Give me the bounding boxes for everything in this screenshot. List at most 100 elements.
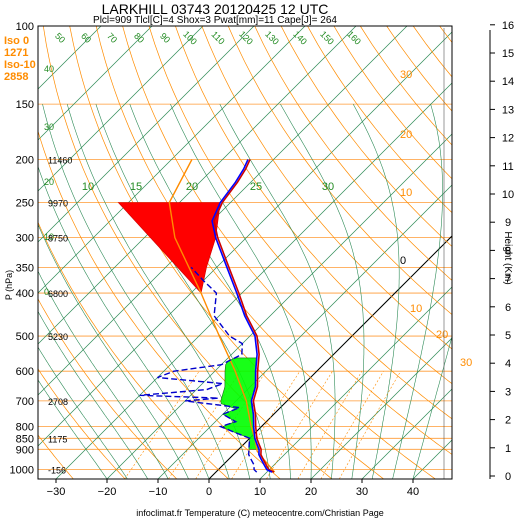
isotherm-top-label: 150	[318, 29, 336, 47]
dry-adiabat-line	[254, 26, 452, 281]
temperature-tick-label: 20	[305, 486, 317, 498]
isotherm-top-label: 80	[132, 31, 146, 45]
pressure-tick-label: 500	[16, 331, 34, 343]
isotherm-top-label: 90	[158, 31, 172, 45]
iso-level-label: 2858	[4, 71, 28, 83]
iso-level-label: 1271	[4, 47, 28, 59]
dry-adiabat-line	[148, 26, 452, 420]
isotherm-top-label: 70	[105, 31, 119, 45]
dry-adiabat-label: 0	[44, 287, 49, 297]
moist-adiabat-line	[66, 104, 251, 479]
moist-adiabat-line	[170, 103, 312, 479]
mixing-ratio-label: 25	[250, 181, 262, 193]
dry-adiabat-label: 30	[44, 122, 54, 132]
moist-adiabat-line	[38, 223, 189, 479]
dry-adiabat-line	[333, 26, 452, 180]
dry-adiabat-label: 10	[44, 232, 54, 242]
mixing-ratio-line	[266, 371, 333, 479]
isotherm-line	[38, 26, 153, 141]
moist-adiabat-label: 20	[400, 129, 412, 141]
height-tick-label: 3	[505, 386, 511, 398]
mixing-ratio-line	[297, 371, 363, 479]
height-tick-label: 16	[502, 20, 514, 32]
mixing-ratio-label: 15	[130, 181, 142, 193]
isotherm-top-label: 120	[237, 29, 255, 47]
mixing-ratio-line	[339, 371, 401, 479]
height-tick-label: 14	[502, 76, 514, 88]
pressure-tick-label: 700	[16, 396, 34, 408]
dry-adiabat-line	[38, 298, 178, 479]
y2-axis-label: Height (Km)	[502, 231, 513, 284]
plot-frame	[37, 25, 453, 480]
height-tick-label: 0	[505, 471, 511, 483]
pressure-tick-label: 200	[16, 155, 34, 167]
pressure-tick-label: 1000	[10, 465, 34, 477]
temperature-line-shadow	[213, 159, 275, 473]
dry-adiabat-line	[38, 368, 126, 479]
chart-subtitle: Plcl=909 Tlcl[C]=4 Shox=3 Pwat[mm]=11 Ca…	[93, 15, 337, 26]
temperature-tick-label: −30	[47, 486, 66, 498]
height-tick-label: 15	[502, 48, 514, 60]
height-label: 8750	[48, 234, 68, 244]
pressure-tick-label: 400	[16, 288, 34, 300]
isotherm-top-label: 60	[79, 31, 93, 45]
dry-adiabat-line	[386, 26, 452, 112]
dry-adiabat-line	[201, 26, 452, 350]
moist-adiabat-line	[412, 335, 452, 479]
moist-adiabat-right-label: 20	[436, 329, 448, 341]
moist-adiabat-line	[38, 346, 128, 479]
dry-adiabat-line	[280, 26, 452, 247]
dewpoint-line	[139, 266, 258, 473]
height-label: 6800	[48, 289, 68, 299]
moist-adiabat-right-label: 30	[460, 357, 472, 369]
height-label: 1175	[48, 434, 67, 444]
mixing-ratio-line	[320, 371, 384, 479]
dry-adiabat-line	[38, 129, 281, 479]
height-tick-label: 4	[505, 358, 511, 370]
temperature-tick-label: 30	[356, 486, 368, 498]
moist-adiabat-line	[219, 103, 336, 479]
isotherm-top-label: 110	[210, 29, 227, 46]
temperature-line	[211, 159, 273, 473]
chart-footer: infoclimat.fr Temperature (C) meteocentr…	[136, 508, 383, 518]
isotherm-top-label: 140	[291, 29, 309, 47]
moist-adiabat-label: 30	[400, 69, 412, 81]
pressure-tick-label: 150	[16, 99, 34, 111]
isotherm-top-label: 50	[53, 31, 67, 45]
moist-adiabat-right-label: 10	[410, 303, 422, 315]
height-label: 2708	[48, 397, 68, 407]
plot-labels: 1001502002503003504005006007008008509001…	[4, 20, 514, 498]
height-tick-label: 11	[502, 161, 513, 173]
pressure-tick-label: 100	[16, 21, 34, 33]
isotherm-top-label: 160	[345, 29, 363, 47]
chart-title: LARKHILL 03743 20120425 12 UTC	[102, 1, 329, 17]
isotherm-line	[515, 26, 521, 479]
height-tick-label: 13	[502, 104, 514, 116]
height-tick-label: 7	[505, 274, 511, 286]
moist-adiabat-line	[352, 103, 400, 479]
height-tick-label: 2	[505, 415, 511, 427]
moist-adiabat-line	[280, 103, 365, 479]
isotherm-line	[38, 26, 255, 243]
temperature-tick-label: −10	[149, 486, 168, 498]
height-tick-label: 9	[505, 217, 511, 229]
isotherm-line	[55, 82, 452, 479]
isotherm-line	[361, 388, 452, 479]
diagram-background	[38, 26, 521, 479]
temperature-tick-label: −20	[98, 486, 117, 498]
dry-adiabat-line	[38, 434, 74, 479]
dry-adiabat-line	[69, 26, 384, 479]
dry-adiabat-line	[42, 26, 333, 479]
height-tick-label: 12	[502, 133, 514, 145]
height-tick-label: 10	[502, 189, 514, 201]
pressure-tick-label: 900	[16, 444, 34, 456]
isotherm-line	[259, 286, 452, 479]
height-label: 11460	[48, 156, 72, 166]
mixing-ratio-line	[124, 371, 200, 479]
pressure-tick-label: 800	[16, 422, 34, 434]
isotherm-line	[38, 31, 452, 447]
moist-adiabat-line	[38, 165, 210, 479]
moist-adiabat-line	[38, 310, 149, 479]
dry-adiabat-line	[307, 26, 452, 214]
